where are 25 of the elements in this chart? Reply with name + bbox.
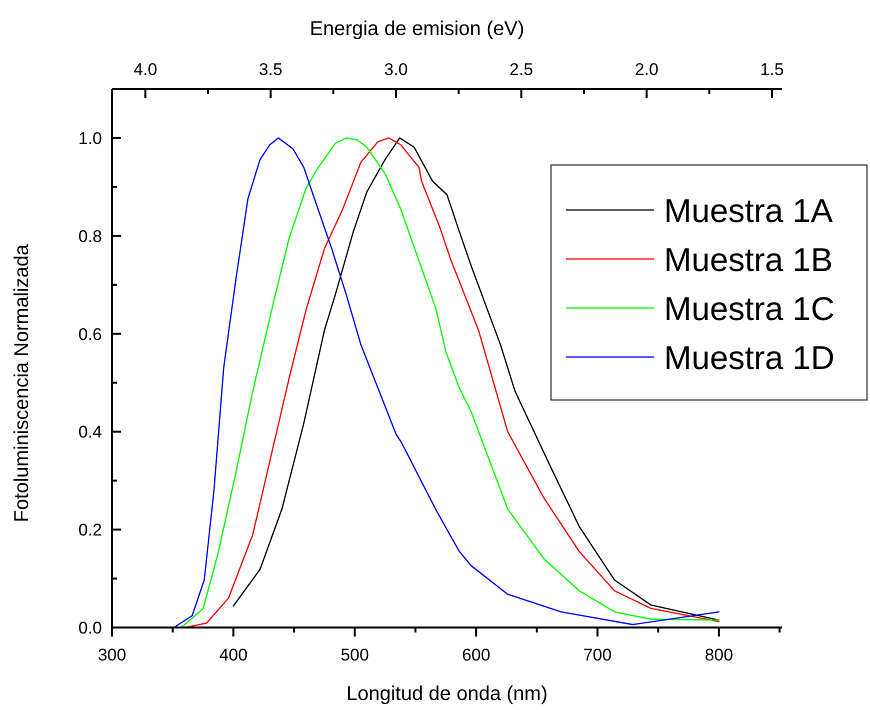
- x2-axis-title: Energia de emision (eV): [310, 18, 524, 40]
- y-tick-label: 0.4: [78, 422, 102, 442]
- legend-label: Muestra 1A: [664, 192, 833, 229]
- x-tick-label: 400: [219, 646, 248, 664]
- legend-label: Muestra 1C: [664, 290, 835, 327]
- y-axis-title: Fotoluminiscencia Normalizada: [11, 243, 33, 522]
- legend-label: Muestra 1B: [664, 241, 833, 278]
- legend-label: Muestra 1D: [664, 339, 835, 376]
- y-tick-label: 1.0: [78, 128, 102, 148]
- y-tick-label: 0.8: [78, 226, 102, 246]
- x2-tick-label: 3.0: [384, 60, 408, 79]
- y-tick-label: 0.0: [78, 618, 102, 638]
- y-tick-label: 0.6: [78, 324, 102, 344]
- x-axis-title: Longitud de onda (nm): [346, 683, 548, 705]
- x-tick-label: 800: [704, 646, 734, 664]
- y-tick-label: 0.2: [78, 520, 102, 540]
- x2-tick-label: 1.5: [760, 60, 784, 79]
- x-tick-label: 700: [583, 646, 612, 664]
- x2-tick-label: 2.0: [634, 60, 658, 79]
- x-tick-label: 300: [98, 646, 126, 664]
- x2-tick-label: 2.5: [510, 60, 534, 79]
- x2-tick-label: 4.0: [134, 60, 158, 79]
- x2-tick-label: 3.5: [258, 60, 282, 79]
- x-tick-label: 600: [462, 646, 490, 664]
- x-tick-label: 500: [340, 646, 369, 664]
